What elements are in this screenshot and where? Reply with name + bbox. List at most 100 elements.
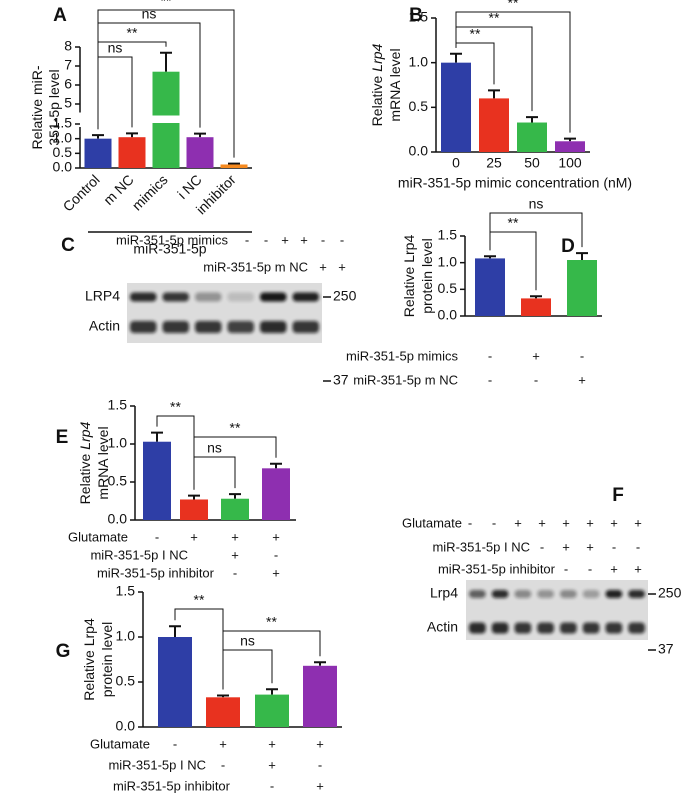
condition-sign: - [588,561,592,576]
error-bar [484,255,496,259]
bar-chart: A 0.00.51.01.5 5 6 7 8 Relative miR- 351-5p lev… [29,0,254,257]
condition-sign: - [245,232,249,247]
bar [441,62,471,152]
condition-sign: - [612,539,616,554]
blot-band [491,590,509,598]
significance-bracket [222,649,273,690]
y-tick-label: 0.5 [53,144,73,160]
condition-label: miR-351-5p m NC [203,259,308,274]
bar [517,122,547,152]
condition-sign: + [316,736,324,751]
condition-sign: + [338,259,346,274]
y-tick-label: 0.0 [116,718,136,734]
error-bar [126,132,138,138]
y-tick-label: 1.5 [116,583,136,599]
condition-label: miR-351-5p m NC [353,372,458,387]
significance-label: ** [170,399,181,415]
condition-sign: + [634,515,642,530]
blot-band [560,622,577,634]
x-axis-label: miR-351-5p mimic concentration (nM) [398,175,632,191]
significance-label: ** [127,25,138,41]
blot-band [537,590,554,598]
blot-band [514,622,532,634]
condition-sign: + [268,736,276,751]
significance-label: ** [508,215,519,231]
condition-sign: + [610,515,618,530]
panel-letter: E [56,427,69,448]
x-tick-label: mimics [129,171,171,213]
condition-sign: - [173,736,177,751]
blot-band [491,622,509,634]
x-tick-label: 25 [486,155,502,171]
blot-band [292,292,319,302]
condition-sign: - [270,778,274,793]
blot-band [227,321,254,333]
blot-background [127,283,322,343]
condition-sign: + [562,515,570,530]
condition-sign: - [468,515,472,530]
bar [143,441,171,520]
bar [255,694,289,727]
condition-sign: - [221,757,225,772]
y-axis-label: Relative Lrp4 [369,43,385,126]
condition-sign: + [272,529,280,544]
bar [206,697,240,727]
condition-sign: + [231,529,239,544]
bar [262,468,290,520]
panel-letter: F [612,485,624,506]
y-tick-label: 1.0 [116,628,136,644]
blot-band [260,292,287,302]
size-marker: 250 [658,585,682,601]
bar [220,164,248,168]
y-axis-label-part: mRNA level [387,48,403,121]
condition-sign: + [190,529,198,544]
error-bar [229,493,241,499]
condition-label: miR-351-5p mimics [346,348,458,363]
y-tick-label: 1.5 [53,115,73,131]
blot-band [260,321,287,333]
error-bar [169,625,181,637]
y-tick-label: 1.5 [438,227,458,243]
error-bar [92,134,104,139]
condition-sign: + [268,757,276,772]
condition-label: miR-351-5p I NC [108,757,206,772]
condition-sign: + [219,736,227,751]
significance-label: ** [508,0,519,11]
size-marker: 37 [658,641,674,657]
error-bar [266,688,278,695]
blot-band [560,590,577,598]
blot-band [605,622,623,634]
panel-letter: B [409,5,423,26]
error-bar [530,295,542,299]
significance-label: ns [142,6,157,22]
blot-band [162,321,189,333]
blot-band [130,292,157,302]
condition-sign: - [540,539,544,554]
condition-sign: + [281,232,289,247]
significance-label: ** [161,0,172,9]
condition-sign: + [300,232,308,247]
y-axis-label-part: mRNA level [95,426,111,499]
x-tick-label: Control [60,171,103,214]
condition-sign: - [233,565,237,580]
blot-band [605,590,623,598]
significance-label: ** [470,26,481,42]
bar [118,137,146,168]
significance-label: ** [230,420,241,436]
significance-label: ns [529,196,544,212]
condition-label: miR-351-5p I NC [90,547,188,562]
significance-bracket [193,436,277,490]
panel-letter: A [53,5,67,26]
condition-sign: - [488,372,492,387]
significance-label: ns [108,40,123,56]
y-tick-label: 0.5 [108,473,128,489]
blot-band [195,292,222,302]
y-axis-label-part: 351-5p level [46,69,62,145]
condition-label: Glutamate [402,515,462,530]
blot-band [130,321,157,333]
error-bar [488,89,500,99]
bar [303,665,337,727]
blot-band [514,590,532,598]
condition-sign: + [316,778,324,793]
